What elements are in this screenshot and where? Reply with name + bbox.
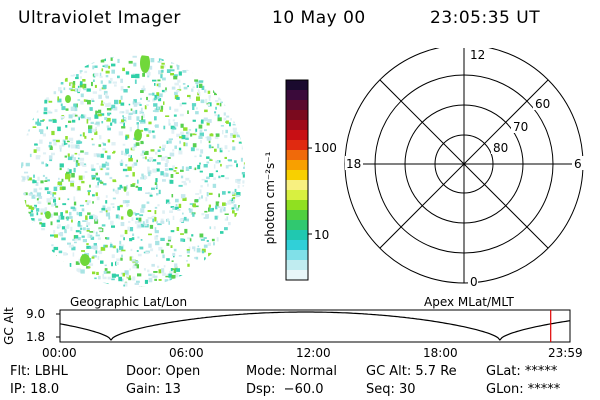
mlt-label-0: 0 bbox=[470, 275, 478, 288]
x-tick-0000: 00:00 bbox=[42, 346, 77, 360]
mode-status: Mode: Normal bbox=[246, 364, 337, 379]
lat-label-70: 70 bbox=[513, 120, 528, 134]
x-tick-0600: 06:00 bbox=[169, 346, 204, 360]
y-axis-label: GC Alt bbox=[2, 307, 16, 345]
colorbar-unit-label: photon cm⁻²s⁻¹ bbox=[263, 151, 277, 244]
seq-status: Seq: 30 bbox=[366, 382, 416, 397]
lat-label-60: 60 bbox=[535, 97, 550, 111]
observation-date: 10 May 00 bbox=[272, 8, 366, 28]
gain-status: Gain: 13 bbox=[126, 382, 181, 397]
gc-alt-status: GC Alt: 5.7 Re bbox=[366, 364, 457, 379]
x-tick-1200: 12:00 bbox=[296, 346, 331, 360]
observation-time: 23:05:35 UT bbox=[430, 8, 541, 28]
x-tick-2359: 23:59 bbox=[548, 346, 583, 360]
colorbar-tick-100: 100 bbox=[314, 141, 337, 155]
glon-status: GLon: ***** bbox=[486, 382, 561, 397]
mlt-label-6: 6 bbox=[574, 157, 582, 171]
polar-mlt-grid: 12 18 6 0 60 70 80 bbox=[344, 48, 584, 288]
plot-frame bbox=[59, 309, 571, 343]
ip-status: IP: 18.0 bbox=[10, 382, 60, 397]
instrument-title: Ultraviolet Imager bbox=[18, 8, 181, 28]
mlt-label-12: 12 bbox=[470, 48, 485, 62]
geographic-coords-title: Geographic Lat/Lon bbox=[70, 295, 188, 309]
mlt-label-18: 18 bbox=[346, 157, 361, 171]
gc-altitude-plot: 9.0 1.8 GC Alt bbox=[2, 307, 571, 345]
y-tick-9: 9.0 bbox=[26, 307, 45, 321]
altitude-curve bbox=[59, 311, 571, 341]
lat-label-80: 80 bbox=[493, 141, 508, 155]
dsp-status: Dsp: −60.0 bbox=[246, 382, 324, 397]
door-status: Door: Open bbox=[126, 364, 201, 379]
apex-coords-title: Apex MLat/MLT bbox=[424, 295, 514, 309]
colorbar-tick-10: 10 bbox=[314, 228, 330, 242]
x-tick-1800: 18:00 bbox=[423, 346, 458, 360]
intensity-colorbar: photon cm⁻²s⁻¹ bbox=[263, 79, 312, 281]
filter-status: Flt: LBHL bbox=[10, 364, 68, 379]
y-tick-1-8: 1.8 bbox=[26, 330, 45, 344]
imager-disk-image bbox=[21, 55, 245, 287]
glat-status: GLat: ***** bbox=[486, 364, 558, 379]
